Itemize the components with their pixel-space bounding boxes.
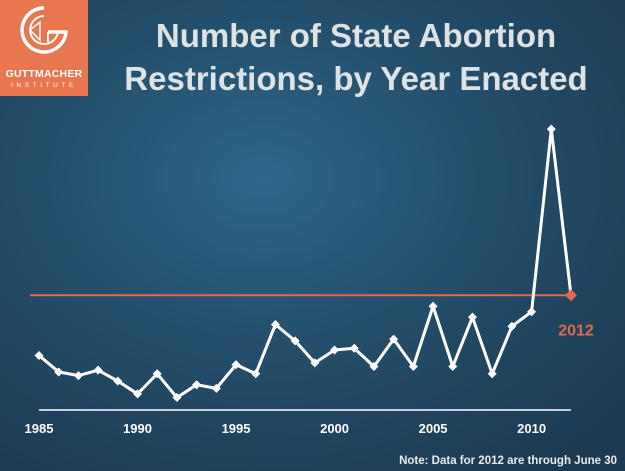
data-point [330, 345, 340, 355]
data-point [369, 361, 379, 371]
data-point [93, 365, 103, 375]
data-point [310, 358, 320, 368]
data-point [251, 369, 261, 379]
chart-title-line-1: Number of State Abortion [155, 17, 557, 54]
data-point [54, 367, 64, 377]
data-point [231, 360, 241, 370]
x-tick-label: 2005 [419, 421, 448, 436]
chart-title-line-2: Restrictions, by Year Enacted [124, 60, 588, 97]
x-tick-label: 1990 [123, 421, 152, 436]
guttmacher-logo: GUTTMACHER INSTITUTE [0, 0, 88, 96]
data-point [192, 380, 202, 390]
x-tick-label: 1995 [222, 421, 251, 436]
data-point [152, 369, 162, 379]
data-point [546, 124, 556, 134]
data-point [428, 301, 438, 311]
data-point [211, 383, 221, 393]
data-point [389, 334, 399, 344]
data-point [527, 307, 537, 317]
data-point [133, 389, 143, 399]
data-point [408, 361, 418, 371]
x-tick-label: 2000 [320, 421, 349, 436]
data-point [270, 319, 280, 329]
data-point [113, 376, 123, 386]
data-point [448, 361, 458, 371]
series-line [38, 127, 573, 400]
x-tick-label: 1985 [25, 421, 54, 436]
data-point [487, 369, 497, 379]
logo-name: GUTTMACHER [5, 68, 83, 80]
logo-mark-icon [20, 6, 68, 54]
data-point [467, 312, 477, 322]
x-tick-label: 2010 [517, 421, 546, 436]
data-point [290, 336, 300, 346]
highlight-point [565, 289, 577, 302]
highlight-label: 2012 [558, 322, 594, 339]
data-point [349, 343, 359, 353]
data-point [507, 321, 517, 331]
logo-subtitle: INSTITUTE [11, 82, 77, 89]
data-point [73, 371, 83, 381]
data-point [34, 351, 44, 361]
chart-title: Number of State Abortion Restrictions, b… [96, 14, 616, 100]
data-point [172, 393, 182, 403]
footnote: Note: Data for 2012 are through June 30 [399, 455, 617, 467]
